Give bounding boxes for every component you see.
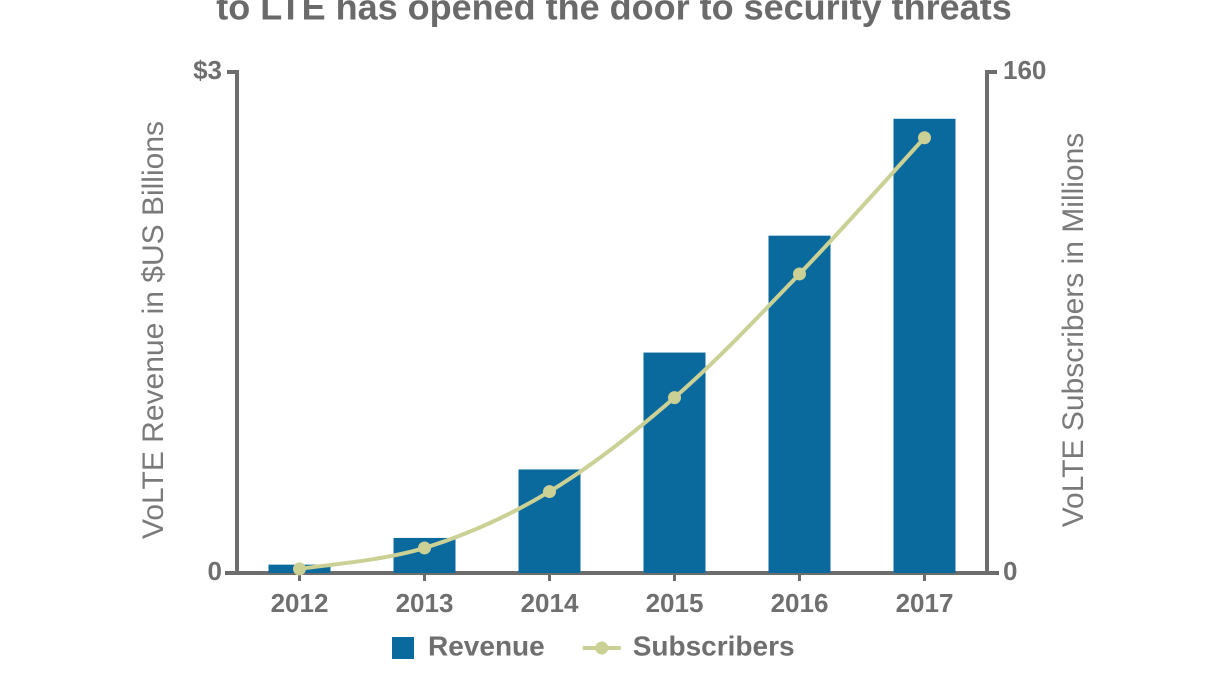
y2-axis-title: VoLTE Subscribers in Millions [1057,133,1090,528]
bar [518,469,581,573]
bar [768,235,831,573]
legend-label: Subscribers [633,630,795,661]
y2-tick-label: 160 [1003,55,1046,85]
point [418,541,431,555]
point [668,391,681,405]
y-tick-label: $3 [193,55,222,85]
point [293,562,306,576]
legend-label: Revenue [428,630,545,661]
x-tick-label: 2017 [896,588,954,618]
y-axis-title: VoLTE Revenue in $US Billions [137,121,170,539]
legend-swatch [595,641,609,655]
bar [643,352,706,573]
line [299,136,926,571]
x-tick-label: 2012 [271,588,329,618]
point [793,267,806,281]
y-tick-label: 0 [208,556,222,586]
y2-tick-label: 0 [1003,556,1017,586]
axes [225,70,999,575]
point [918,131,931,145]
legend-swatch [392,637,414,659]
x-tick-label: 2013 [396,588,454,618]
bar [893,118,956,573]
chart-title: to LTE has opened the door to security t… [216,0,1011,28]
x-tick-label: 2016 [771,588,829,618]
point [543,485,556,499]
x-tick-label: 2015 [646,588,704,618]
x-tick-label: 2014 [521,588,579,618]
